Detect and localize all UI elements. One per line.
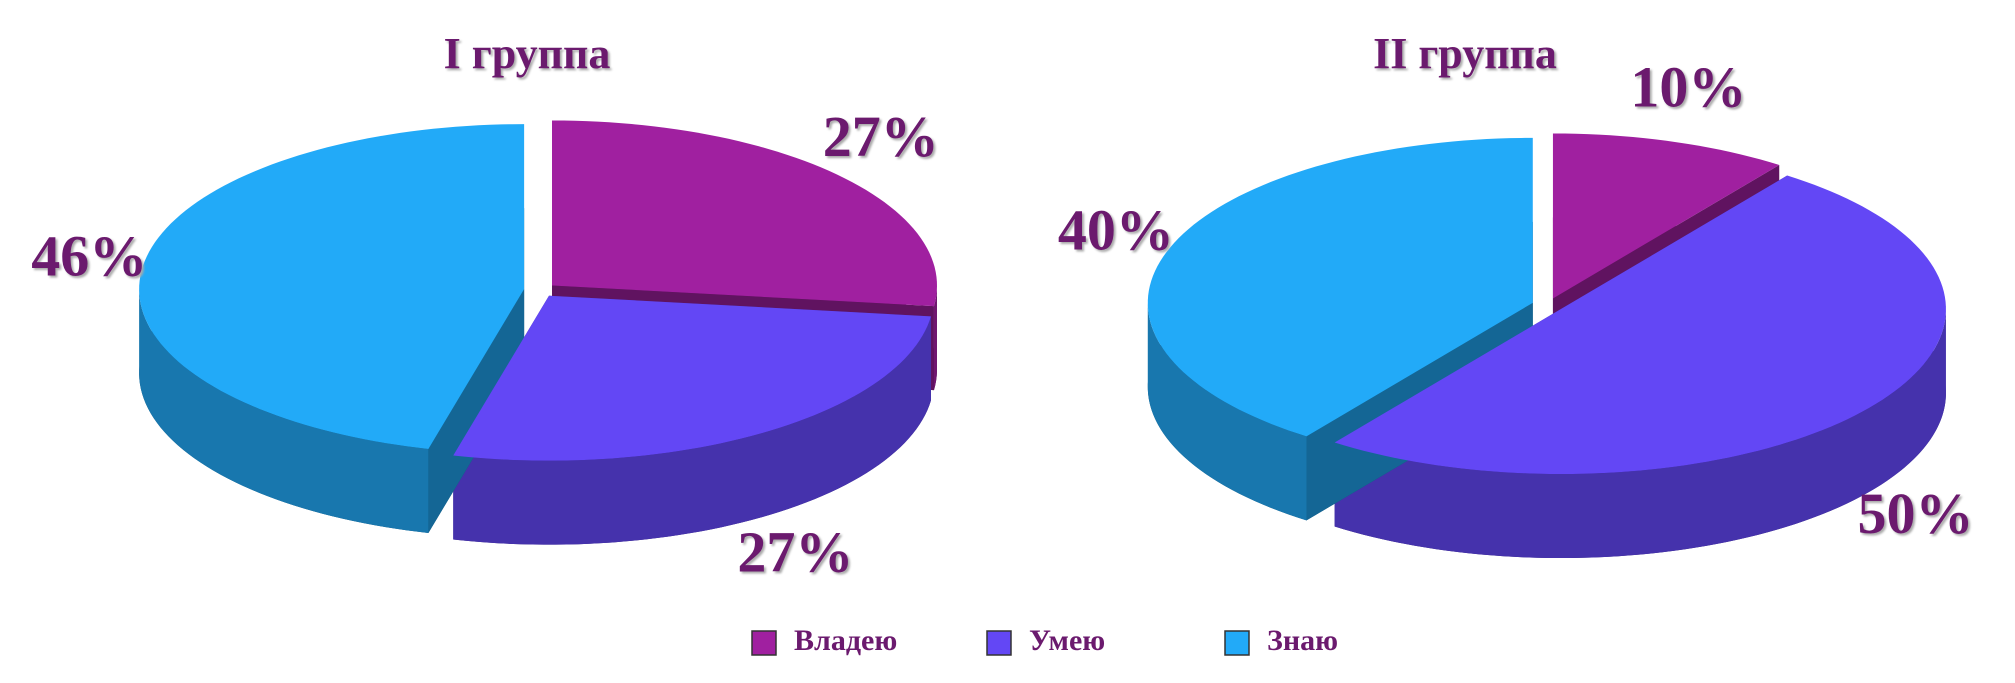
legend-swatch (751, 630, 777, 656)
slice-side (139, 289, 429, 533)
data-label: 50% (1858, 481, 1974, 546)
slice-side (1147, 302, 1307, 521)
slice-side (453, 316, 931, 545)
chart-title: II группа (1373, 29, 1557, 78)
slice (453, 295, 931, 461)
legend-swatch (1224, 630, 1250, 656)
legend-label: Знаю (1267, 624, 1338, 657)
legend-label: Умею (1029, 624, 1105, 657)
legend-swatch (986, 630, 1012, 656)
data-label: 46% (31, 223, 147, 288)
slice (1334, 175, 1946, 475)
data-label: 40% (1058, 197, 1174, 262)
legend-label: Владею (794, 624, 897, 657)
slice-side (933, 285, 938, 391)
slice (552, 120, 937, 307)
slice-side (1334, 309, 1946, 559)
data-label: 27% (823, 104, 939, 169)
slice-edge (428, 289, 525, 533)
slice (1147, 137, 1533, 437)
data-label: 27% (737, 520, 853, 585)
chart-title: I группа (444, 29, 611, 78)
data-label: 10% (1630, 54, 1746, 119)
slice (1552, 133, 1780, 299)
slice (139, 124, 525, 449)
